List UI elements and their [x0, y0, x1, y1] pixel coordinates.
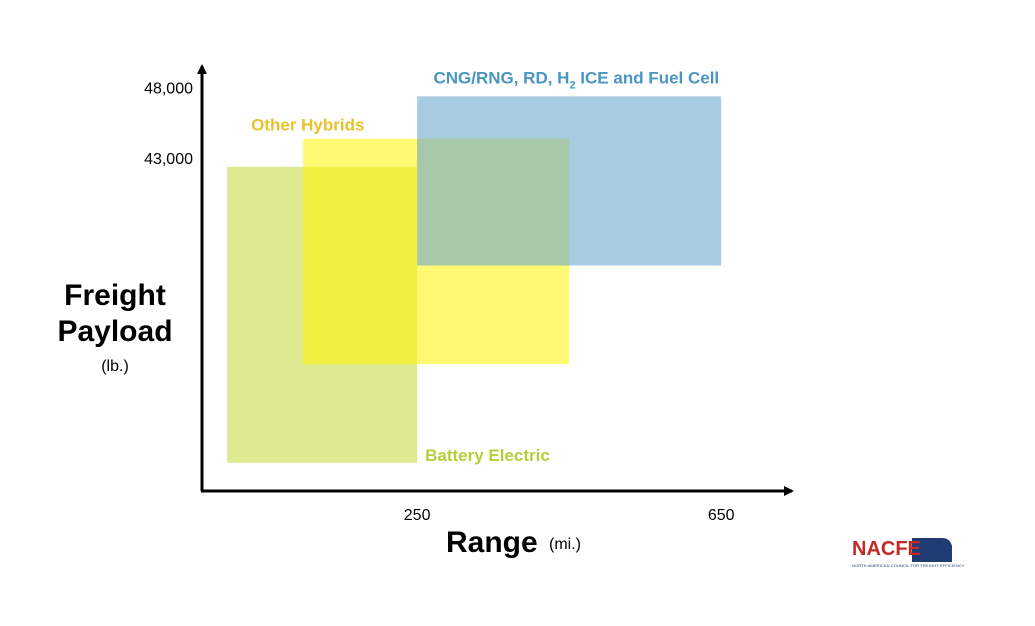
y-axis-unit: (lb.): [101, 358, 129, 375]
axes-layer: [197, 64, 794, 496]
series-label-battery-electric: Battery Electric: [425, 446, 550, 465]
x-axis-unit: (mi.): [549, 536, 581, 553]
x-tick-label-650: 650: [708, 507, 735, 524]
x-axis-title: Range: [446, 526, 538, 559]
nacfe-logo: NACFE NORTH AMERICAN COUNCIL FOR FREIGHT…: [850, 536, 965, 572]
series-labels-layer: Battery Electric Other Hybrids CNG/RNG, RD…: [251, 68, 719, 464]
regions-layer: [227, 96, 722, 463]
x-tick-label-250: 250: [404, 507, 431, 524]
series-label-cng-rng-rd-h2-ice-and-fuel-cell: CNG/RNG, RD, H2 ICE and Fuel Cell: [433, 68, 719, 91]
truck-icon: [912, 538, 952, 562]
series-label-other-hybrids: Other Hybrids: [251, 116, 364, 135]
y-axis-title-line2: Payload: [57, 315, 173, 348]
y-tick-label-43000: 43,000: [144, 151, 193, 168]
ticks-layer: 250 650 48,000 43,000: [144, 80, 735, 524]
logo-wordmark: NACFE: [852, 538, 921, 560]
y-tick-label-48000: 48,000: [144, 80, 193, 97]
region-cng-rng-rd-h2-ice-and-fuel-cell: [417, 96, 722, 266]
y-axis-title-line1: Freight: [64, 279, 166, 312]
logo-tagline: NORTH AMERICAN COUNCIL FOR FREIGHT EFFIC…: [852, 563, 965, 568]
